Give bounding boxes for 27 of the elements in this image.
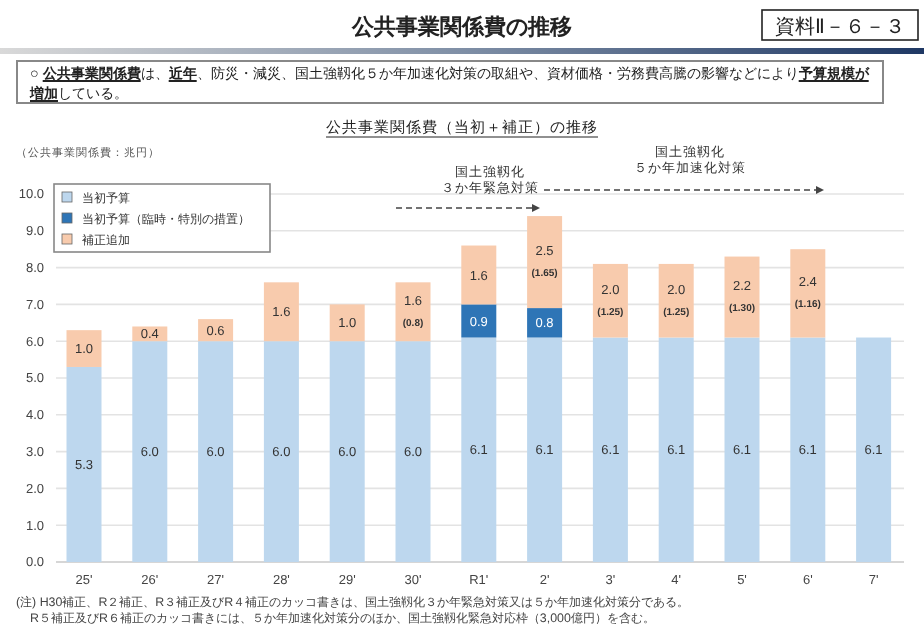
bar	[461, 304, 497, 338]
bar	[198, 341, 234, 562]
bar	[66, 330, 102, 367]
bar	[395, 341, 431, 562]
bar	[592, 337, 628, 562]
label-box: 資料Ⅱ－６－３	[761, 9, 919, 41]
bar	[724, 256, 760, 338]
bar	[527, 337, 563, 562]
chart-title: 公共事業関係費の推移	[350, 14, 572, 40]
bar	[790, 337, 826, 562]
bar	[329, 304, 365, 342]
bar	[329, 341, 365, 562]
bar	[724, 337, 760, 562]
bar	[790, 249, 826, 338]
bar	[527, 216, 563, 309]
bar	[132, 341, 168, 562]
bar	[263, 282, 299, 342]
bar	[592, 263, 628, 338]
bar	[395, 282, 431, 342]
bar	[461, 337, 497, 562]
bar	[263, 341, 299, 562]
bar	[856, 337, 892, 562]
bar	[66, 366, 102, 562]
bar	[658, 263, 694, 338]
bar	[658, 337, 694, 562]
bar	[461, 245, 497, 305]
bar	[527, 308, 563, 338]
